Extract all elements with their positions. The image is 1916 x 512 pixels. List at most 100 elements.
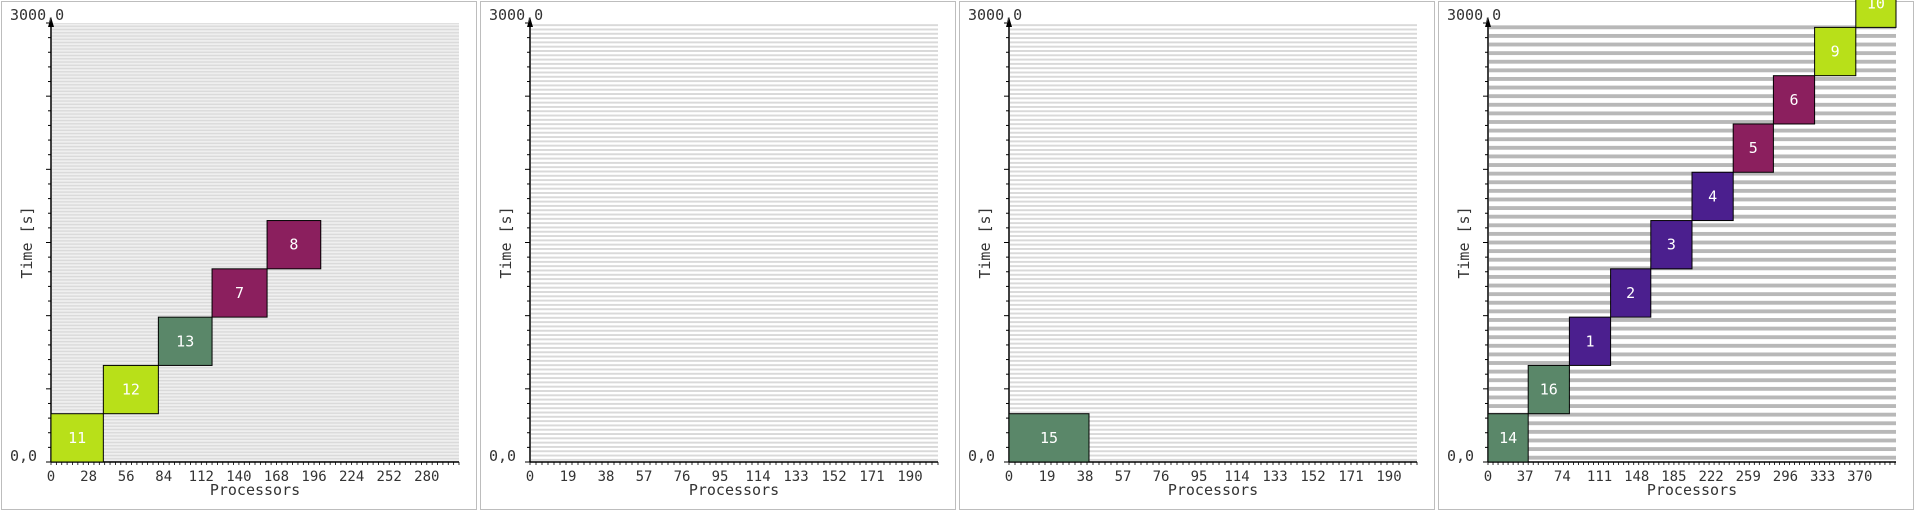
processor-row [52, 442, 459, 443]
processor-row [52, 148, 459, 150]
chart-panel-2: 0 19 38 57 76 95 114 133 152 171 190 Processors Time… [480, 1, 956, 510]
processor-row [52, 433, 459, 435]
processor-row [1010, 415, 1417, 418]
processor-row [1489, 361, 1896, 365]
processor-row [52, 328, 459, 329]
processor-row [531, 144, 938, 147]
processor-row [1010, 355, 1417, 358]
processor-row [1010, 58, 1417, 61]
job-box-4 [1691, 171, 1734, 222]
job-label-2: 2 [1626, 284, 1635, 302]
processor-row [52, 234, 459, 235]
processor-row [1010, 54, 1417, 57]
x-tick-label: 152 [1300, 469, 1325, 485]
processor-row [1489, 102, 1896, 107]
processor-row [52, 30, 459, 32]
processor-row [531, 308, 938, 311]
processor-row [52, 200, 459, 202]
processor-row [52, 141, 459, 143]
processor-row [52, 381, 459, 383]
processor-row [52, 137, 459, 139]
processor-row [52, 362, 459, 364]
processor-row [531, 390, 938, 392]
processor-row [1010, 450, 1417, 453]
processor-row [52, 104, 459, 105]
processor-row [52, 264, 459, 266]
processor-row [52, 157, 459, 159]
processor-row [531, 37, 938, 40]
processor-row [52, 151, 459, 153]
processor-row [1489, 266, 1896, 271]
processor-row [1010, 153, 1417, 156]
processor-row [1489, 51, 1896, 56]
processor-row [52, 439, 459, 441]
y-axis-title: Time [s] [1455, 206, 1473, 278]
processor-row [1010, 247, 1417, 250]
processor-row [52, 180, 459, 182]
processor-row [52, 206, 459, 208]
processor-row [52, 66, 459, 68]
processor-row [52, 56, 459, 58]
processor-row [1010, 368, 1417, 371]
processor-row [52, 39, 459, 41]
processor-row [531, 32, 938, 35]
processor-row [52, 98, 459, 100]
processor-row [52, 79, 459, 81]
processor-row [1010, 204, 1417, 207]
processor-row [52, 242, 459, 244]
processor-row [52, 33, 459, 35]
x-tick-label: 190 [897, 469, 922, 485]
processor-row [531, 174, 938, 177]
processor-row [52, 47, 459, 49]
processor-row [531, 381, 938, 384]
processor-row [1010, 127, 1417, 130]
processor-row [52, 60, 459, 62]
processor-row [52, 176, 459, 178]
processor-row [52, 377, 459, 378]
processor-row [52, 239, 459, 241]
processor-row [1489, 438, 1896, 443]
y-axis-title: Time [s] [497, 206, 515, 278]
job-label-16: 16 [1540, 381, 1558, 399]
processor-row [52, 57, 459, 59]
processor-row [52, 189, 459, 191]
processor-row [52, 352, 459, 354]
origin-label: 0,0 [10, 447, 37, 465]
processor-row [52, 196, 459, 198]
processor-row [52, 226, 459, 228]
processor-row [1489, 447, 1896, 452]
processor-row [1010, 174, 1417, 177]
job-label-1: 1 [1585, 332, 1594, 350]
processor-row [1010, 252, 1417, 255]
processor-row [52, 367, 459, 368]
processor-row [531, 54, 938, 57]
processor-row [52, 198, 459, 199]
processor-row [52, 453, 459, 455]
processor-row [52, 336, 459, 338]
job-label-15: 15 [1040, 429, 1058, 447]
processor-row [1010, 351, 1417, 354]
x-tick-label: 171 [859, 469, 884, 485]
processor-row [52, 390, 459, 391]
processor-row [52, 388, 459, 390]
processor-row [1489, 137, 1896, 142]
processor-row [52, 192, 459, 194]
processor-row [52, 257, 459, 259]
processor-row [52, 222, 459, 224]
x-tick-label: 333 [1810, 469, 1835, 485]
processor-row [52, 401, 459, 403]
processor-row [52, 34, 459, 36]
processor-row [531, 420, 938, 423]
processor-row [1489, 85, 1896, 90]
job-boxes: 14 16 1 2 3 4 5 6 9 10 [1487, 0, 1897, 463]
y-max-label: 3000,0 [1447, 6, 1501, 24]
x-tick-label: 296 [1773, 469, 1798, 485]
processor-row [52, 202, 459, 204]
processor-row [531, 321, 938, 324]
processor-row [52, 341, 459, 342]
processor-row [52, 456, 459, 458]
processor-row [52, 380, 459, 381]
processor-row [52, 169, 459, 170]
processor-row [52, 65, 459, 66]
